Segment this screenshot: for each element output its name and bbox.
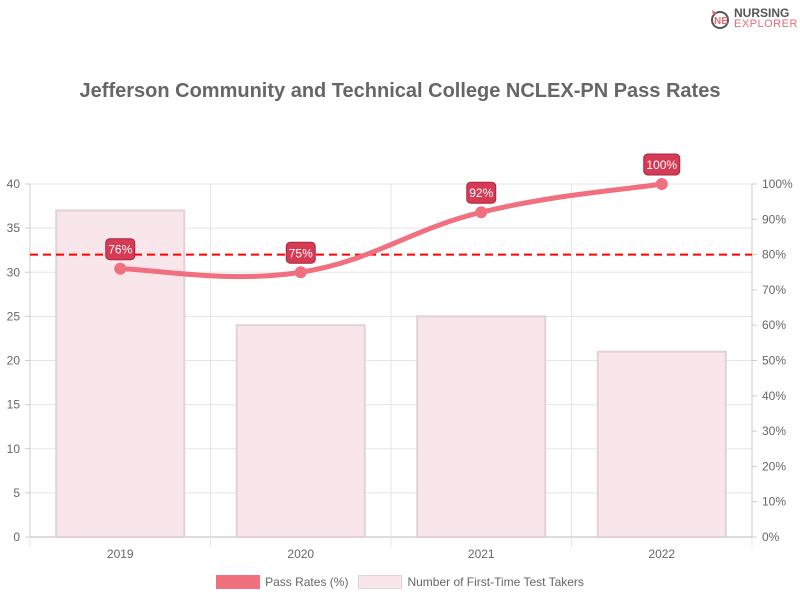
legend-label: Pass Rates (%) (265, 575, 349, 589)
data-label: 75% (289, 246, 313, 260)
y-right-tick-label: 50% (762, 354, 786, 368)
y-left-tick-label: 20 (7, 354, 21, 368)
y-left-tick-label: 10 (7, 442, 21, 456)
data-label: 92% (469, 186, 493, 200)
x-tick-label: 2021 (468, 547, 495, 561)
bar (596, 350, 727, 538)
logo: NE NURSING EXPLORER (710, 6, 798, 30)
legend-swatch (358, 575, 403, 589)
legend-item-pass-rates[interactable]: Pass Rates (%) (216, 575, 348, 589)
pass-rate-line (120, 181, 663, 280)
y-left-tick-label: 40 (7, 177, 21, 191)
y-left-tick-label: 15 (7, 398, 21, 412)
y-left-tick-label: 35 (7, 221, 21, 235)
logo-text-2: EXPLORER (734, 18, 798, 30)
nursing-explorer-logo-icon: NE (711, 10, 729, 29)
legend-label: Number of First-Time Test Takers (407, 575, 584, 589)
chart-title: Jefferson Community and Technical Colleg… (79, 80, 721, 102)
x-tick-label: 2022 (648, 547, 675, 561)
y-right-tick-label: 80% (762, 248, 786, 262)
pass-rate-point (114, 262, 127, 275)
y-right-tick-label: 20% (762, 459, 786, 473)
pass-rate-point (655, 178, 668, 190)
data-label-box (466, 181, 497, 204)
pass-rate-point (294, 266, 307, 279)
y-right-tick-label: 10% (762, 495, 786, 509)
data-label-box (105, 238, 136, 261)
logo-text-1: NURSING (734, 6, 790, 20)
y-left-tick-label: 30 (7, 265, 21, 279)
y-right-tick-label: 60% (762, 318, 786, 332)
x-tick-label: 2020 (287, 547, 314, 561)
pass-rate-point (475, 206, 488, 219)
y-left-tick-label: 5 (13, 486, 20, 500)
y-right-tick-label: 90% (762, 212, 786, 226)
data-label-box (643, 153, 681, 176)
legend-item-test-takers[interactable]: Number of First-Time Test Takers (358, 575, 584, 589)
y-right-tick-label: 0% (762, 530, 780, 544)
bar (235, 324, 366, 539)
data-label: 100% (646, 158, 677, 172)
chart-svg: 0 5 10 15 20 25 30 35 40 0% 10% 20% 30% 40% 50% 60% 70% 8… (7, 153, 793, 561)
legend-swatch (216, 575, 261, 589)
y-right-tick-label: 100% (762, 177, 793, 191)
y-right-tick-label: 30% (762, 424, 786, 438)
legend: Pass Rates (%) Number of First-Time Test… (0, 575, 800, 589)
svg-text:NE: NE (714, 16, 728, 27)
data-label: 76% (108, 243, 132, 257)
bar (416, 315, 547, 538)
y-right-tick-label: 40% (762, 389, 786, 403)
x-tick-label: 2019 (107, 547, 134, 561)
data-label-box (285, 241, 316, 264)
y-right-tick-label: 70% (762, 283, 786, 297)
y-left-tick-label: 25 (7, 309, 21, 323)
y-left-tick-label: 0 (13, 530, 20, 544)
